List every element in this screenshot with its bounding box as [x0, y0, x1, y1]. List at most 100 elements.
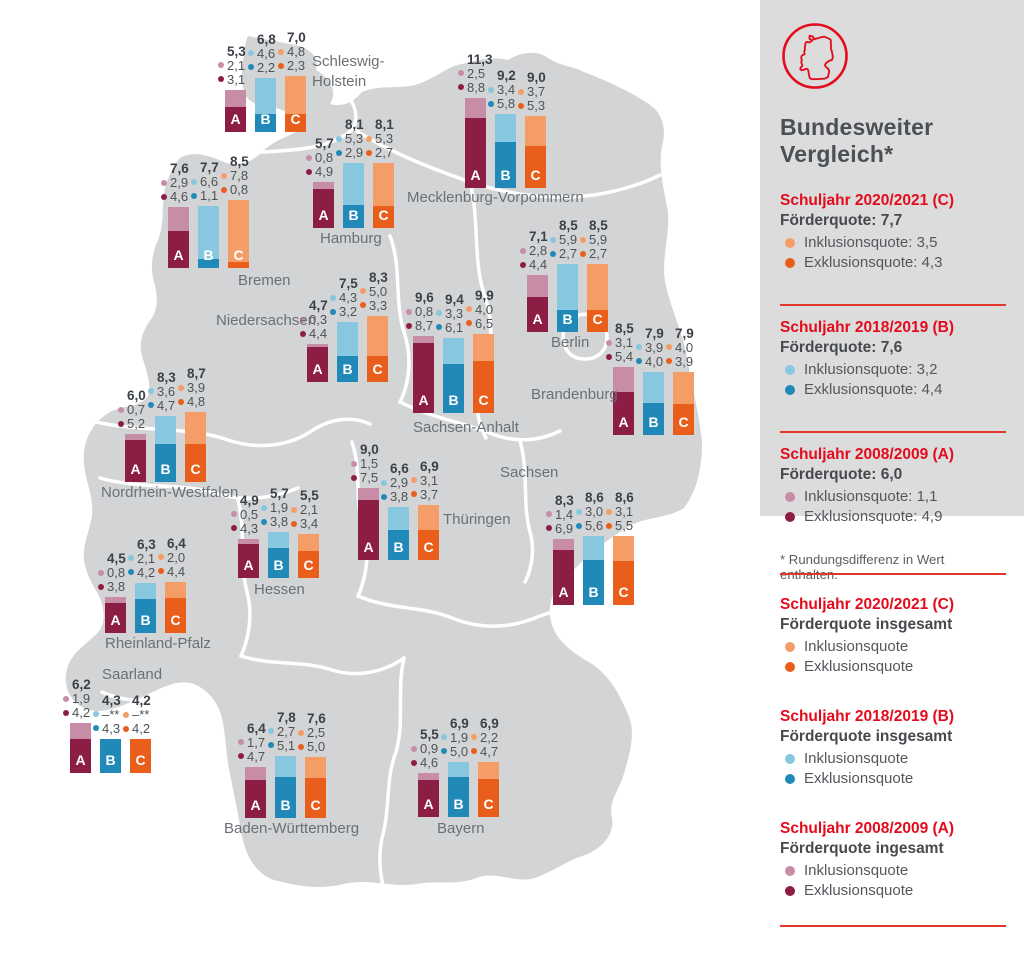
bar-letter: C	[190, 460, 201, 477]
bar-value-labels: 4,3 –** 4,3	[93, 693, 121, 736]
exklusion-dot	[406, 322, 412, 329]
quota-bar-rheinland-pfalz-c: C	[165, 581, 186, 633]
bar-letter: C	[618, 583, 629, 600]
exklusion-value-label: 4,2	[123, 721, 151, 736]
exklusion-dot	[411, 491, 417, 498]
total-quota-label: 6,4	[167, 535, 186, 551]
exklusion-value-label: 4,4	[300, 326, 328, 341]
bar-value-labels: 4,9 0,5 4,3	[231, 493, 259, 536]
exklusion-dot	[546, 525, 552, 532]
exklusion-segment	[125, 440, 146, 482]
inklusion-value-label: 3,1	[606, 504, 634, 519]
total-quota-label: 8,1	[345, 117, 364, 133]
exklusion-value-label: 4,4	[520, 257, 548, 272]
bar-letter: A	[173, 246, 184, 263]
bar-value-labels: 5,7 0,8 4,9	[306, 136, 334, 179]
bar-letter: A	[418, 391, 429, 408]
inklusion-segment	[473, 333, 494, 361]
exklusion-value-label: 2,2	[248, 60, 276, 75]
bar-letter: B	[453, 795, 464, 812]
bar-letter: C	[303, 557, 314, 573]
exklusion-segment	[388, 529, 409, 560]
state-name-label-th-ringen: Thüringen	[443, 511, 511, 528]
exklusion-segment	[105, 602, 126, 633]
exklusion-dot	[576, 522, 582, 529]
inklusion-value-label: 1,4	[546, 507, 574, 522]
inklusion-value-label: 2,1	[128, 551, 156, 566]
inklusion-value-label: 3,3	[436, 306, 464, 321]
schuljahr-section-a: Schuljahr 2008/2009 (A) Förderquote inges…	[780, 820, 1006, 899]
bar-value-labels: 8,3 3,6 4,7	[148, 370, 176, 413]
exklusion-segment	[373, 206, 394, 228]
exklusion-segment	[313, 188, 334, 228]
bar-letter: A	[243, 556, 254, 573]
inklusion-dot	[351, 460, 357, 467]
exklusion-dot	[238, 753, 244, 760]
legend-separator-top	[780, 573, 1006, 575]
inklusion-value-label: 2,9	[381, 475, 409, 490]
quota-bar-mecklenburg-vorpommern-a: A	[465, 97, 486, 188]
exklusion-value-label: 4,7	[148, 398, 176, 413]
inklusion-value-label: 2,7	[268, 724, 296, 739]
bar-value-labels: 6,9 1,9 5,0	[441, 716, 469, 759]
exklusion-dot	[336, 149, 342, 156]
bar-value-labels: 7,6 2,9 4,6	[161, 161, 189, 204]
state-name-label-niedersachsen: Niedersachsen	[216, 312, 317, 329]
exklusion-dot	[268, 742, 274, 749]
inklusion-segment	[275, 755, 296, 778]
state-name-label-sachsen-anhalt: Sachsen-Anhalt	[413, 419, 519, 436]
bar-letter: A	[470, 166, 481, 183]
bar-value-labels: 6,9 3,1 3,7	[411, 459, 439, 502]
inklusion-value-label: 4,8	[278, 44, 306, 59]
inklusion-value-label: 2,2	[471, 730, 499, 745]
exklusion-dot	[191, 192, 197, 199]
inklusion-dot	[520, 247, 526, 254]
exklusion-segment	[473, 360, 494, 413]
schuljahr-title: Schuljahr 2018/2019 (B)	[780, 319, 955, 336]
bar-letter: B	[160, 460, 171, 477]
quota-bar-sachsen-anhalt-c: C	[473, 333, 494, 413]
inklusion-segment	[583, 536, 604, 561]
inklusion-value-label: 2,1	[218, 58, 246, 73]
exklusion-segment	[275, 777, 296, 818]
inklusionsquote-row: Inklusionsquote	[780, 638, 1006, 655]
exklusion-segment	[418, 530, 439, 560]
inklusion-segment	[298, 534, 319, 551]
inklusion-segment	[418, 504, 439, 531]
bar-value-labels: 6,9 2,2 4,7	[471, 716, 499, 759]
bar-letter: A	[363, 539, 374, 555]
exklusion-value-label: 3,2	[330, 304, 358, 319]
exklusion-value-label: 4,8	[178, 394, 206, 409]
exklusion-dot	[248, 64, 254, 71]
inklusion-value-label: –**	[93, 707, 121, 722]
exklusion-segment	[557, 310, 578, 332]
exklusion-segment	[168, 231, 189, 268]
inklusionsquote-row-dot	[785, 865, 795, 876]
total-quota-label: 7,5	[339, 276, 358, 291]
exklusion-segment	[245, 780, 266, 818]
exklusion-segment	[130, 739, 151, 773]
exklusion-value-label: 5,3	[518, 98, 546, 113]
exklusionsquote-row: Exklusionsquote	[780, 770, 1006, 787]
inklusion-dot	[248, 50, 254, 57]
inklusion-value-label: 3,9	[636, 340, 664, 355]
bar-value-labels: 6,3 2,1 4,2	[128, 537, 156, 580]
total-quota-label: 9,0	[527, 70, 546, 85]
quota-bar-bayern-a: A	[418, 773, 439, 817]
inklusion-value-label: –**	[123, 707, 151, 722]
total-quota-label: 7,7	[200, 160, 219, 176]
bar-letter: B	[342, 361, 353, 377]
bar-letter: C	[310, 796, 321, 813]
foerderquote-label: Förderquote: 6,0	[780, 466, 903, 483]
exklusion-dot	[606, 522, 612, 529]
quota-bar-rheinland-pfalz-b: B	[135, 582, 156, 633]
exklusion-dot	[161, 193, 167, 200]
total-quota-label: 8,5	[559, 218, 578, 233]
inklusion-dot	[636, 344, 642, 351]
inklusion-value-label: 0,8	[306, 150, 334, 165]
state-name-label-rheinland-pfalz: Rheinland-Pfalz	[105, 635, 211, 652]
exklusion-value-label: 5,8	[488, 96, 516, 111]
inklusion-value-label: 3,4	[488, 82, 516, 97]
inklusion-segment	[185, 412, 206, 444]
exklusion-segment	[478, 779, 499, 817]
